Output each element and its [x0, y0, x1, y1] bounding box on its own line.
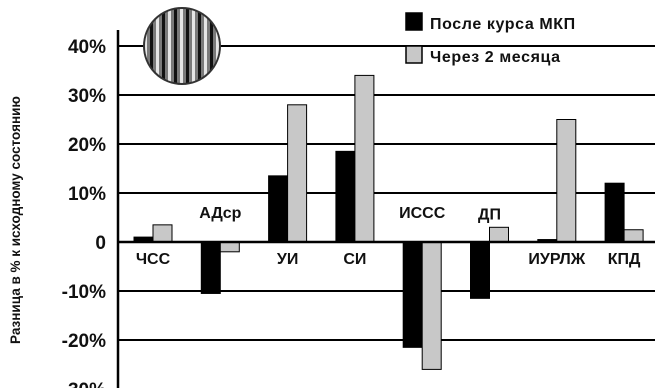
- bar: [287, 104, 308, 243]
- y-tick-label: 30%: [68, 86, 106, 107]
- legend-label: Через 2 месяца: [430, 49, 561, 66]
- y-axis-title: Разница в % к исходному состоянию: [8, 96, 23, 344]
- bar: [470, 241, 490, 299]
- y-tick-label: 0: [95, 233, 106, 254]
- category-label: ИССС: [399, 205, 446, 222]
- bar: [200, 241, 221, 294]
- category-label: АДср: [199, 205, 241, 222]
- legend-swatch: [405, 45, 423, 64]
- bar: [335, 150, 356, 243]
- y-tick-label: -20%: [62, 331, 106, 352]
- y-tick-labels: 40% 30% 20% 10% 0 -10% -20% -30%: [62, 37, 106, 388]
- bar: [219, 241, 240, 253]
- bars: [133, 74, 644, 370]
- bar: [402, 241, 423, 348]
- category-label: КПД: [608, 251, 641, 268]
- legend-swatch: [405, 12, 423, 31]
- bar: [268, 175, 289, 243]
- y-tick-label: 40%: [68, 37, 106, 58]
- category-label: УИ: [277, 251, 298, 268]
- legend-item: Через 2 месяца: [405, 45, 561, 66]
- bar: [421, 241, 442, 370]
- striped-circle-icon: [143, 7, 221, 85]
- category-label: ИУРЛЖ: [528, 251, 585, 268]
- y-tick-label: 20%: [68, 135, 106, 156]
- category-label: ДП: [478, 206, 501, 223]
- legend-label: После курса МКП: [430, 16, 576, 33]
- y-tick-label: -10%: [62, 282, 106, 303]
- category-label: СИ: [343, 251, 366, 268]
- category-label: ЧСС: [136, 251, 171, 268]
- y-tick-label: 10%: [68, 184, 106, 205]
- legend: После курса МКП Через 2 месяца: [405, 12, 576, 66]
- bar: [152, 224, 173, 243]
- bar: [489, 226, 509, 243]
- legend-item: После курса МКП: [405, 12, 576, 33]
- category-labels: ЧСС АДср УИ СИ ИССС ДП ИУРЛЖ КПД: [136, 205, 641, 268]
- bar: [604, 182, 625, 243]
- bar: [556, 119, 577, 243]
- bar: [623, 229, 644, 243]
- y-tick-label: -30%: [62, 380, 106, 388]
- bar: [354, 74, 375, 243]
